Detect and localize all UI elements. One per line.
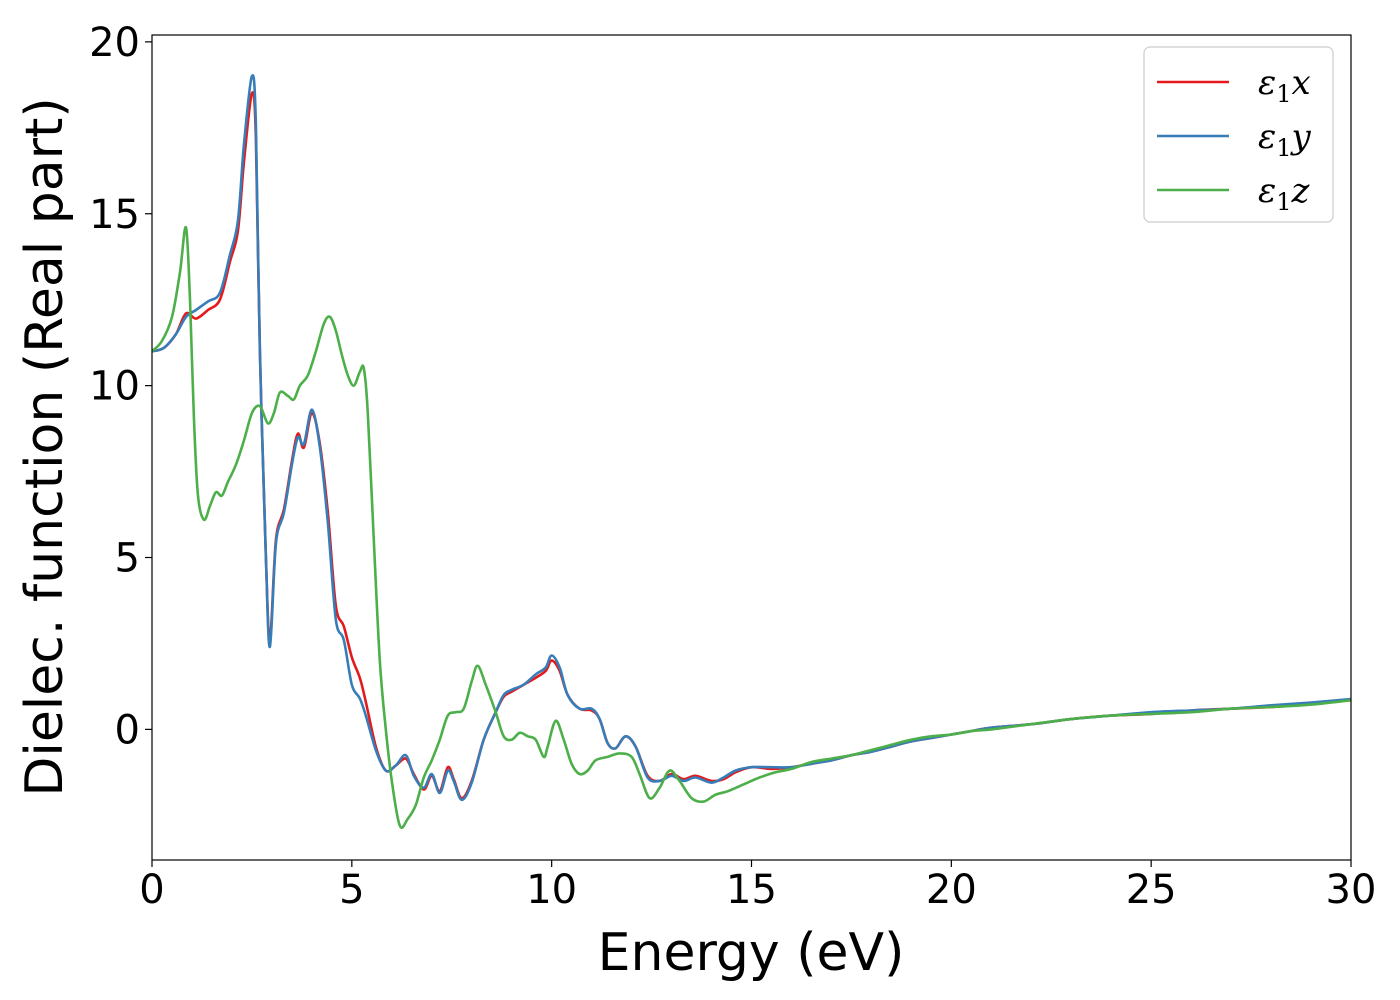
x-axis-label: Energy (eV): [598, 923, 905, 983]
y-tick-label: 0: [115, 707, 140, 753]
y-tick-label: 5: [115, 536, 140, 582]
x-tick-label: 10: [526, 867, 577, 913]
series-line-z: [152, 226, 1351, 829]
x-tick-label: 5: [339, 867, 364, 913]
x-tick-label: 20: [926, 867, 977, 913]
x-tick-label: 30: [1326, 867, 1377, 913]
y-tick-label: 10: [89, 364, 140, 410]
legend-label-x: ε1x: [1258, 63, 1311, 108]
legend-label-y: ε1y: [1258, 117, 1312, 162]
x-tick-label: 0: [139, 867, 164, 913]
x-axis-ticks: 0 5 10 15 20 25 30: [139, 860, 1376, 913]
legend-label-z: ε1z: [1258, 171, 1311, 216]
y-axis-ticks: 0 5 10 15 20: [89, 20, 152, 753]
series-layer: [152, 74, 1351, 829]
y-axis-label: Dielec. function (Real part): [15, 97, 75, 796]
y-tick-label: 15: [89, 192, 140, 238]
x-tick-label: 15: [726, 867, 777, 913]
series-line-y: [152, 74, 1351, 802]
x-tick-label: 25: [1126, 867, 1177, 913]
legend-frame: [1143, 46, 1334, 223]
legend: ε1x ε1y ε1z: [1143, 46, 1334, 223]
y-tick-label: 20: [89, 20, 140, 66]
